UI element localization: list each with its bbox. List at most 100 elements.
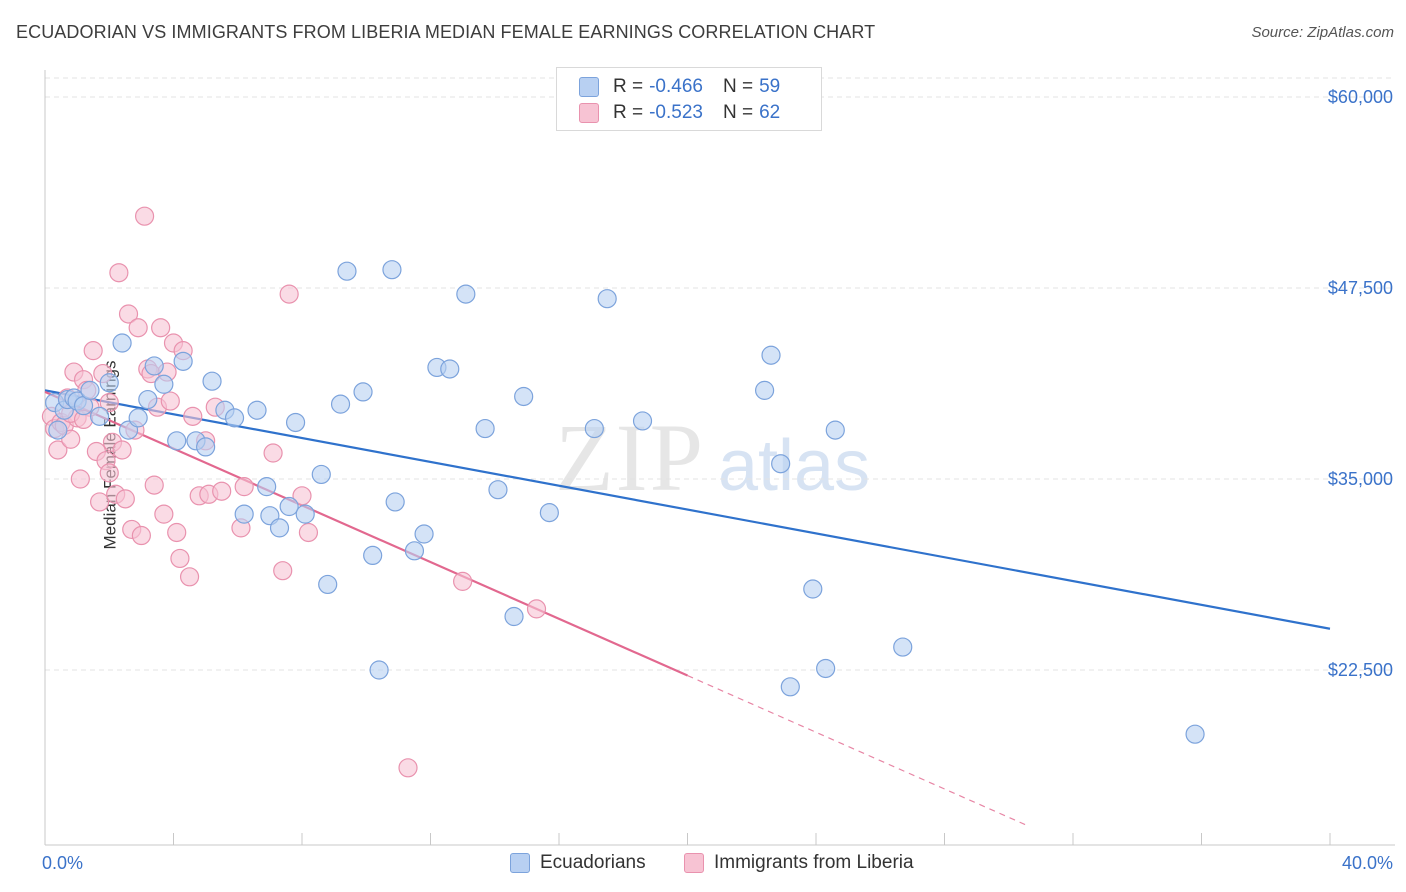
point-ecuadorian bbox=[440, 359, 460, 379]
point-ecuadorian bbox=[414, 524, 434, 544]
point-ecuadorian bbox=[754, 380, 775, 400]
point-liberia bbox=[170, 548, 190, 569]
point-ecuadorian bbox=[514, 386, 534, 407]
point-ecuadorian bbox=[893, 637, 913, 657]
correlation-legend: R = -0.466 N = 59 R = -0.523 N = 62 bbox=[556, 67, 822, 131]
watermark-atlas: atlas bbox=[718, 426, 870, 506]
point-ecuadorian bbox=[404, 541, 425, 561]
watermark: ZIP atlas bbox=[555, 404, 870, 511]
point-ecuadorian bbox=[330, 394, 351, 414]
point-ecuadorian bbox=[112, 333, 132, 353]
point-liberia bbox=[118, 304, 139, 324]
point-ecuadorian bbox=[632, 411, 653, 431]
point-ecuadorian bbox=[318, 574, 338, 595]
point-ecuadorian bbox=[597, 289, 617, 309]
point-ecuadorian bbox=[285, 412, 306, 433]
point-ecuadorian bbox=[90, 406, 110, 426]
legend-n-label: N = bbox=[722, 102, 754, 123]
point-ecuadorian bbox=[363, 545, 383, 566]
legend-row-liberia: R = -0.523 N = 62 bbox=[579, 101, 780, 125]
point-ecuadorian bbox=[48, 420, 68, 440]
point-ecuadorian bbox=[167, 431, 187, 451]
point-ecuadorian bbox=[247, 400, 267, 420]
watermark-zip: ZIP bbox=[555, 404, 705, 511]
trend-line-extension-liberia bbox=[687, 674, 1029, 827]
legend-r-value: -0.466 bbox=[649, 76, 703, 97]
point-liberia bbox=[112, 440, 132, 460]
bottom-legend-label-ecuadorians: Ecuadorians bbox=[540, 852, 646, 873]
legend-n-label: N = bbox=[722, 76, 754, 97]
trend-lines bbox=[44, 389, 1331, 827]
point-liberia bbox=[234, 477, 254, 497]
bottom-legend-swatch-pink bbox=[684, 853, 704, 873]
point-liberia bbox=[292, 486, 312, 506]
x-tick-label-max: 40.0% bbox=[1342, 853, 1393, 873]
point-ecuadorian bbox=[138, 389, 158, 410]
trend-line-liberia bbox=[44, 390, 688, 677]
point-ecuadorian bbox=[475, 418, 495, 439]
point-liberia bbox=[90, 492, 110, 512]
point-liberia bbox=[131, 525, 151, 546]
bottom-legend-label-liberia: Immigrants from Liberia bbox=[714, 852, 914, 873]
point-ecuadorian bbox=[369, 660, 389, 680]
point-ecuadorian bbox=[456, 284, 476, 304]
source-label: Source: ZipAtlas.com bbox=[1251, 24, 1394, 41]
point-liberia bbox=[179, 567, 200, 587]
y-tick-label: $35,000 bbox=[1328, 469, 1393, 489]
point-ecuadorian bbox=[584, 418, 604, 439]
point-ecuadorian bbox=[173, 351, 193, 371]
legend-r-label: R = bbox=[613, 102, 644, 123]
point-ecuadorian bbox=[488, 480, 508, 500]
axes bbox=[44, 70, 1395, 846]
point-ecuadorian bbox=[144, 356, 164, 376]
y-tick-label: $60,000 bbox=[1328, 87, 1393, 107]
bottom-legend-swatch-blue bbox=[510, 853, 530, 873]
point-ecuadorian bbox=[539, 503, 559, 523]
point-liberia bbox=[115, 489, 135, 509]
point-ecuadorian bbox=[224, 408, 245, 428]
point-ecuadorian bbox=[311, 464, 331, 485]
point-liberia bbox=[398, 758, 418, 778]
point-ecuadorian bbox=[803, 579, 823, 599]
gridlines bbox=[45, 77, 1395, 671]
point-liberia bbox=[70, 469, 90, 489]
x-tick-label-min: 0.0% bbox=[42, 853, 83, 873]
tick-labels: $60,000 $47,500 $35,000 $22,500 0.0% 40.0% bbox=[42, 87, 1393, 873]
point-ecuadorian bbox=[269, 518, 290, 538]
data-points bbox=[41, 206, 1205, 778]
point-ecuadorian bbox=[128, 408, 148, 428]
point-ecuadorian bbox=[154, 374, 174, 394]
point-ecuadorian bbox=[504, 606, 524, 627]
point-ecuadorian bbox=[385, 492, 405, 512]
point-ecuadorian bbox=[295, 504, 315, 524]
point-liberia bbox=[134, 206, 155, 226]
point-ecuadorian bbox=[234, 504, 254, 524]
legend-r-label: R = bbox=[613, 76, 644, 97]
point-liberia bbox=[453, 571, 473, 591]
trend-line-ecuadorian bbox=[44, 389, 1331, 630]
point-ecuadorian bbox=[771, 454, 791, 474]
point-ecuadorian bbox=[353, 382, 373, 402]
point-liberia bbox=[298, 522, 319, 543]
point-liberia bbox=[154, 504, 174, 524]
point-liberia bbox=[128, 318, 148, 338]
legend-n-value: 62 bbox=[759, 102, 781, 123]
point-liberia bbox=[48, 440, 68, 460]
point-ecuadorian bbox=[382, 260, 402, 280]
point-ecuadorian bbox=[202, 371, 222, 391]
legend-r-value: -0.523 bbox=[649, 102, 703, 123]
point-liberia bbox=[160, 391, 180, 411]
point-ecuadorian bbox=[279, 496, 299, 517]
point-ecuadorian bbox=[80, 380, 100, 400]
point-liberia bbox=[99, 463, 119, 483]
point-liberia bbox=[263, 443, 283, 463]
point-ecuadorian bbox=[196, 437, 216, 457]
legend-swatch-blue bbox=[579, 77, 599, 97]
point-liberia bbox=[183, 406, 203, 426]
point-ecuadorian bbox=[1185, 724, 1205, 744]
point-ecuadorian bbox=[780, 677, 800, 697]
point-liberia bbox=[83, 341, 103, 361]
point-ecuadorian bbox=[257, 477, 277, 497]
legend-swatch-pink bbox=[579, 103, 599, 123]
